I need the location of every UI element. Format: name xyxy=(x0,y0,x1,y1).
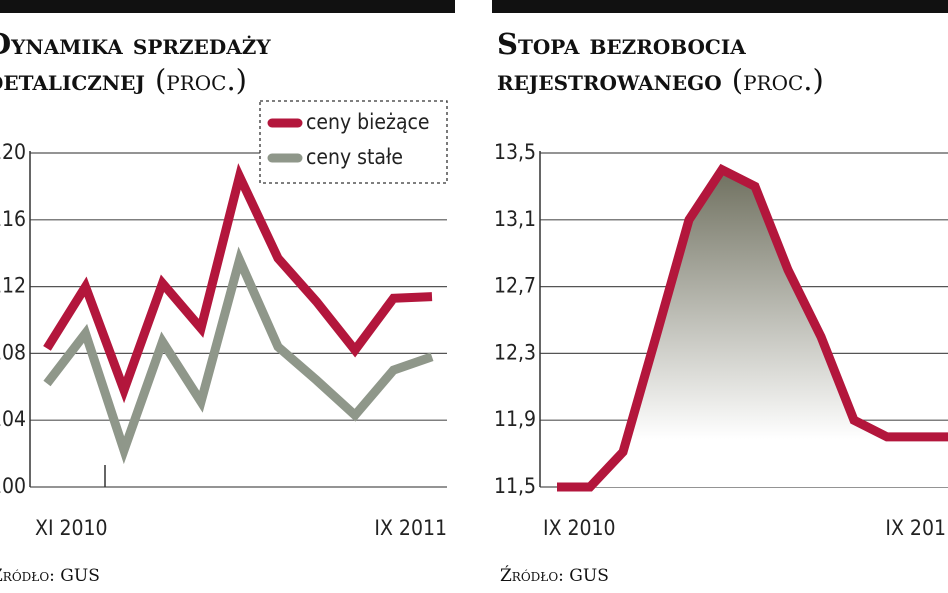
chart-title: Dynamika sprzedaży detalicznej xyxy=(0,27,271,97)
chart-title-block: Stopa bezrobocia rejestrowanego (proc.) xyxy=(497,26,937,98)
legend-label: ceny bieżące xyxy=(306,110,430,134)
header-bar xyxy=(492,0,948,13)
y-tick-label: 112 xyxy=(0,274,26,298)
source: Źródło: GUS xyxy=(0,566,100,586)
legend-label: ceny stałe xyxy=(306,145,403,169)
y-tick-label: 100 xyxy=(0,474,26,498)
y-tick-label: 13,5 xyxy=(494,140,536,164)
line xyxy=(43,246,434,465)
y-tick-label: 104 xyxy=(0,407,26,431)
y-tick-label: 13,1 xyxy=(494,207,536,231)
chart-title: Stopa bezrobocia rejestrowanego xyxy=(497,27,746,97)
y-tick-label: 108 xyxy=(0,340,26,364)
area xyxy=(557,169,948,487)
source: Źródło: GUS xyxy=(500,566,609,586)
y-tick-label: 120 xyxy=(0,140,26,164)
x-tick-label: XI 2010 xyxy=(35,516,108,540)
y-tick-label: 11,5 xyxy=(494,474,536,498)
x-tick-label: IX 2011 xyxy=(374,516,447,540)
line xyxy=(43,163,433,404)
chart-unit: (proc.) xyxy=(731,63,824,97)
header-bar xyxy=(0,0,455,13)
y-tick-label: 12,7 xyxy=(494,274,536,298)
x-tick-label: IX 2011 xyxy=(885,516,948,540)
line xyxy=(557,163,948,492)
chart-unit: (proc.) xyxy=(154,63,247,97)
y-tick-label: 116 xyxy=(0,207,26,231)
chart-title-block: Dynamika sprzedaży detalicznej (proc.) xyxy=(0,26,426,98)
y-tick-label: 12,3 xyxy=(494,340,536,364)
x-tick-label: IX 2010 xyxy=(543,516,616,540)
y-tick-label: 11,9 xyxy=(494,407,536,431)
legend-box xyxy=(259,100,448,184)
